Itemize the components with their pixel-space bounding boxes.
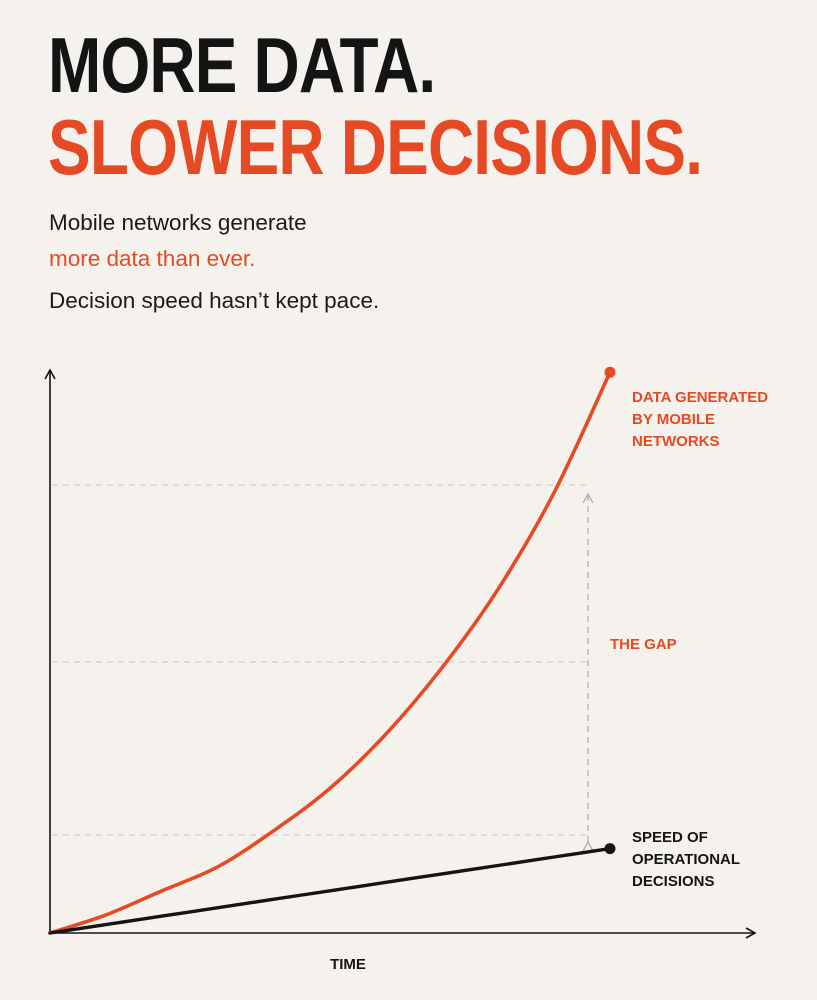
series-line-1 (48, 370, 612, 935)
subtitle-line-2: more data than ever. (49, 246, 256, 271)
series-label-2-line-1: SPEED OF (632, 829, 708, 846)
series-line-2 (48, 846, 612, 935)
subtitle-line-3: Decision speed hasn’t kept pace. (49, 288, 380, 313)
series-label-2-line-2: OPERATIONAL (632, 851, 740, 868)
series-label-1: DATA GENERATED BY MOBILE NETWORKS (632, 389, 768, 450)
series-label-1-line-2: BY MOBILE (632, 411, 715, 428)
headline-line-2: SLOWER DECISIONS. (48, 103, 703, 191)
x-axis-label: TIME (330, 956, 366, 973)
series-label-2: SPEED OF OPERATIONAL DECISIONS (632, 829, 740, 890)
series-endpoint-2 (604, 843, 616, 855)
series-label-1-line-3: NETWORKS (632, 433, 720, 450)
subtitle-line-1: Mobile networks generate (49, 210, 307, 235)
series-label-2-line-3: DECISIONS (632, 873, 715, 890)
grid-lines (52, 484, 588, 836)
series-label-1-line-1: DATA GENERATED (632, 389, 768, 406)
series-endpoint-1 (604, 366, 616, 378)
gap-label: THE GAP (610, 636, 677, 653)
headline-line-1: MORE DATA. (48, 21, 436, 109)
